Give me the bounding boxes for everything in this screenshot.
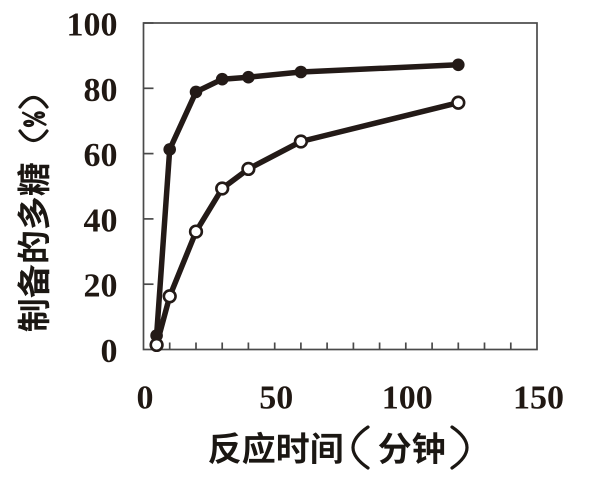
svg-text:40: 40 bbox=[84, 202, 118, 239]
svg-text:20: 20 bbox=[84, 268, 118, 305]
svg-text:50: 50 bbox=[259, 379, 293, 416]
svg-text:0: 0 bbox=[101, 333, 118, 370]
svg-text:150: 150 bbox=[513, 379, 564, 416]
svg-text:100: 100 bbox=[67, 7, 118, 44]
svg-text:0: 0 bbox=[137, 379, 154, 416]
svg-text:80: 80 bbox=[84, 72, 118, 109]
svg-text:60: 60 bbox=[84, 137, 118, 174]
svg-text:100: 100 bbox=[382, 379, 433, 416]
